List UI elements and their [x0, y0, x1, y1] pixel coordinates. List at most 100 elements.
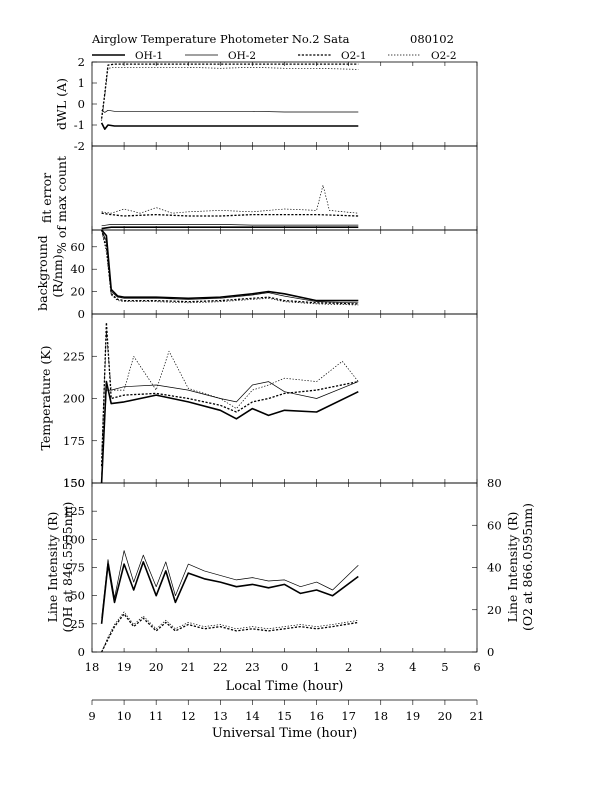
y-tick-label: 150	[63, 476, 85, 490]
y-right-tick-label: 20	[487, 603, 502, 617]
ut-tick-label: 21	[470, 709, 485, 723]
series-oh-1	[101, 226, 359, 230]
series-group	[100, 321, 359, 484]
y-right-tick-label: 60	[487, 518, 502, 532]
ut-tick-label: 15	[277, 709, 292, 723]
legend-label: OH-2	[228, 50, 256, 62]
local-time-tick-label: 1	[313, 660, 320, 674]
local-time-tick-label: 20	[149, 660, 164, 674]
ut-tick-label: 20	[438, 709, 453, 723]
panel-fit_error: fit error% of max count	[39, 145, 478, 254]
panel-frame	[91, 229, 478, 315]
series-oh-2	[101, 381, 359, 475]
figure-header: Airglow Temperature Photometer No.2 Sata…	[91, 32, 454, 46]
local-time-tick-label: 2	[345, 660, 352, 674]
panel-frame	[91, 313, 478, 484]
local-time-tick-label: 5	[441, 660, 448, 674]
y-tick-label: 1	[78, 76, 85, 90]
y-axis-label: fit error	[39, 173, 54, 223]
figure-date: 080102	[410, 32, 454, 46]
y-tick-label: -1	[74, 118, 85, 132]
legend-item: O2-1	[298, 50, 367, 62]
y-tick-label: -2	[74, 139, 85, 153]
legend-item: OH-2	[185, 50, 256, 62]
series-oh-1	[100, 380, 359, 484]
y-tick-label: 125	[63, 504, 85, 518]
series-oh-2	[101, 550, 359, 619]
ut-tick-label: 16	[309, 709, 324, 723]
y-axis-label-2: (OH at 846.5555nm)	[60, 502, 75, 633]
series-oh-2	[101, 109, 359, 113]
ut-tick-label: 19	[406, 709, 421, 723]
series-oh-1	[100, 561, 359, 624]
y-tick-label: 0	[78, 307, 85, 321]
y-right-axis-label-2: (O2 at 866.0595nm)	[520, 503, 535, 631]
y-tick-label: 0	[78, 645, 85, 659]
y-tick-label: 2	[78, 55, 85, 69]
ut-tick-label: 11	[149, 709, 164, 723]
series-oh-2	[101, 224, 359, 227]
local-time-tick-label: 4	[409, 660, 416, 674]
series-group	[100, 229, 359, 306]
y-axis-label: Line Intensity (R)	[45, 512, 60, 623]
y-right-tick-label: 80	[487, 476, 502, 490]
ut-tick-label: 10	[117, 709, 132, 723]
local-time-tick-label: 22	[213, 660, 228, 674]
legend-label: O2-2	[431, 50, 457, 62]
ut-tick-label: 12	[181, 709, 196, 723]
chart-panels: -2 -1 0 1 2 dWL (A) fit error% of max count 0 20…	[35, 55, 535, 659]
series-group	[101, 184, 359, 230]
ut-tick-label: 18	[373, 709, 388, 723]
panel-temperature: 150 175 200 225 Temperature (K)	[38, 313, 478, 490]
panel-frame	[91, 61, 478, 147]
panel-frame	[91, 145, 478, 231]
legend-item: OH-1	[92, 50, 163, 62]
series-o2-2	[101, 229, 359, 306]
ut-tick-label: 9	[88, 709, 95, 723]
series-o2-2	[101, 66, 359, 121]
ut-axis-label: Universal Time (hour)	[212, 726, 357, 741]
series-oh-1	[100, 229, 359, 302]
series-o2-2	[101, 330, 359, 458]
y-tick-label: 0	[78, 97, 85, 111]
y-tick-label: 225	[63, 349, 85, 363]
y-tick-label: 40	[70, 262, 85, 276]
local-time-tick-label: 18	[85, 660, 100, 674]
series-o2-1	[100, 229, 359, 305]
y-right-axis-label: Line Intensity (R)	[505, 512, 520, 623]
y-tick-label: 25	[70, 617, 85, 631]
local-time-tick-label: 6	[473, 660, 480, 674]
y-tick-label: 150	[63, 476, 85, 490]
ut-tick-label: 14	[245, 709, 260, 723]
panel-line_intensity: 0 25 50 75 100 125 150 0 20 40 60 80 Line Intensity …	[45, 476, 535, 659]
local-time-tick-label: 3	[377, 660, 384, 674]
series-o2-1	[101, 212, 359, 217]
legend-item: O2-2	[388, 50, 457, 62]
ut-tick-label: 13	[213, 709, 228, 723]
panel-background: 0 20 40 60 background (R/nm)	[35, 229, 478, 321]
y-axis-label-2: % of max count	[54, 156, 69, 254]
legend-label: OH-1	[135, 50, 163, 62]
y-right-tick-label: 0	[487, 645, 494, 659]
panel-frame	[91, 482, 478, 653]
series-group	[100, 63, 359, 130]
y-tick-label: 20	[70, 285, 85, 299]
series-o2-1	[100, 63, 359, 119]
local-time-tick-label: 23	[245, 660, 260, 674]
y-axis-label: background	[35, 235, 50, 311]
y-axis-label-2: (R/nm)	[50, 254, 65, 297]
y-tick-label: 100	[63, 532, 85, 546]
panel-dwl: -2 -1 0 1 2 dWL (A)	[54, 55, 478, 153]
y-axis-label: dWL (A)	[54, 78, 69, 130]
series-o2-1	[101, 613, 359, 652]
legend: OH-1 OH-2 O2-1 O2-2	[92, 50, 457, 62]
y-tick-label: 60	[70, 240, 85, 254]
series-group	[100, 550, 359, 652]
series-oh-1	[100, 122, 359, 130]
y-tick-label: 200	[63, 392, 85, 406]
ut-tick-label: 17	[341, 709, 356, 723]
y-tick-label: 50	[70, 589, 85, 603]
figure-title: Airglow Temperature Photometer No.2 Sata	[91, 32, 350, 46]
